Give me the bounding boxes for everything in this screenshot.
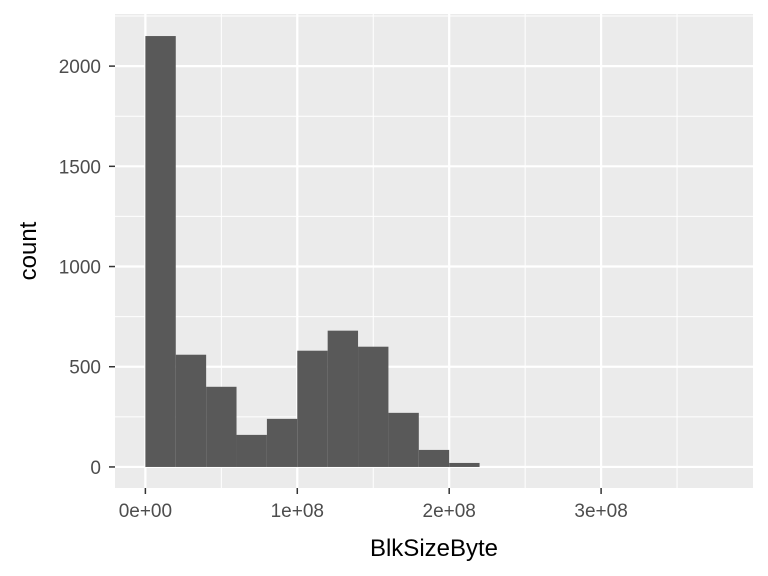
histogram-bar xyxy=(297,350,328,467)
axis-ticks: 0e+00 1e+08 2e+08 3e+08 0 500 1000 1500 2000 xyxy=(59,57,628,522)
histogram-bar xyxy=(418,449,450,467)
x-axis-title: BlkSizeByte xyxy=(370,535,498,562)
y-tick-label: 500 xyxy=(69,358,101,379)
histogram-bar xyxy=(266,418,298,467)
y-tick-label: 0 xyxy=(90,458,101,479)
histogram-bar xyxy=(449,462,480,467)
histogram-bar xyxy=(145,36,176,467)
minor-gridlines xyxy=(115,14,753,488)
x-tick-label: 0e+00 xyxy=(119,501,172,522)
histogram-bar xyxy=(358,346,389,467)
y-axis-title: count xyxy=(15,221,42,280)
histogram-bar xyxy=(327,330,359,467)
x-tick-label: 3e+08 xyxy=(574,501,627,522)
histogram-bar xyxy=(388,412,419,467)
y-tick-label: 1500 xyxy=(59,157,101,178)
histogram-bar xyxy=(175,354,207,467)
y-tick-label: 2000 xyxy=(59,57,101,78)
histogram-bar xyxy=(236,434,267,467)
x-tick-label: 2e+08 xyxy=(423,501,476,522)
x-tick-label: 1e+08 xyxy=(271,501,324,522)
y-tick-label: 1000 xyxy=(59,258,101,279)
histogram-bars xyxy=(145,36,480,467)
histogram-bar xyxy=(206,386,237,467)
